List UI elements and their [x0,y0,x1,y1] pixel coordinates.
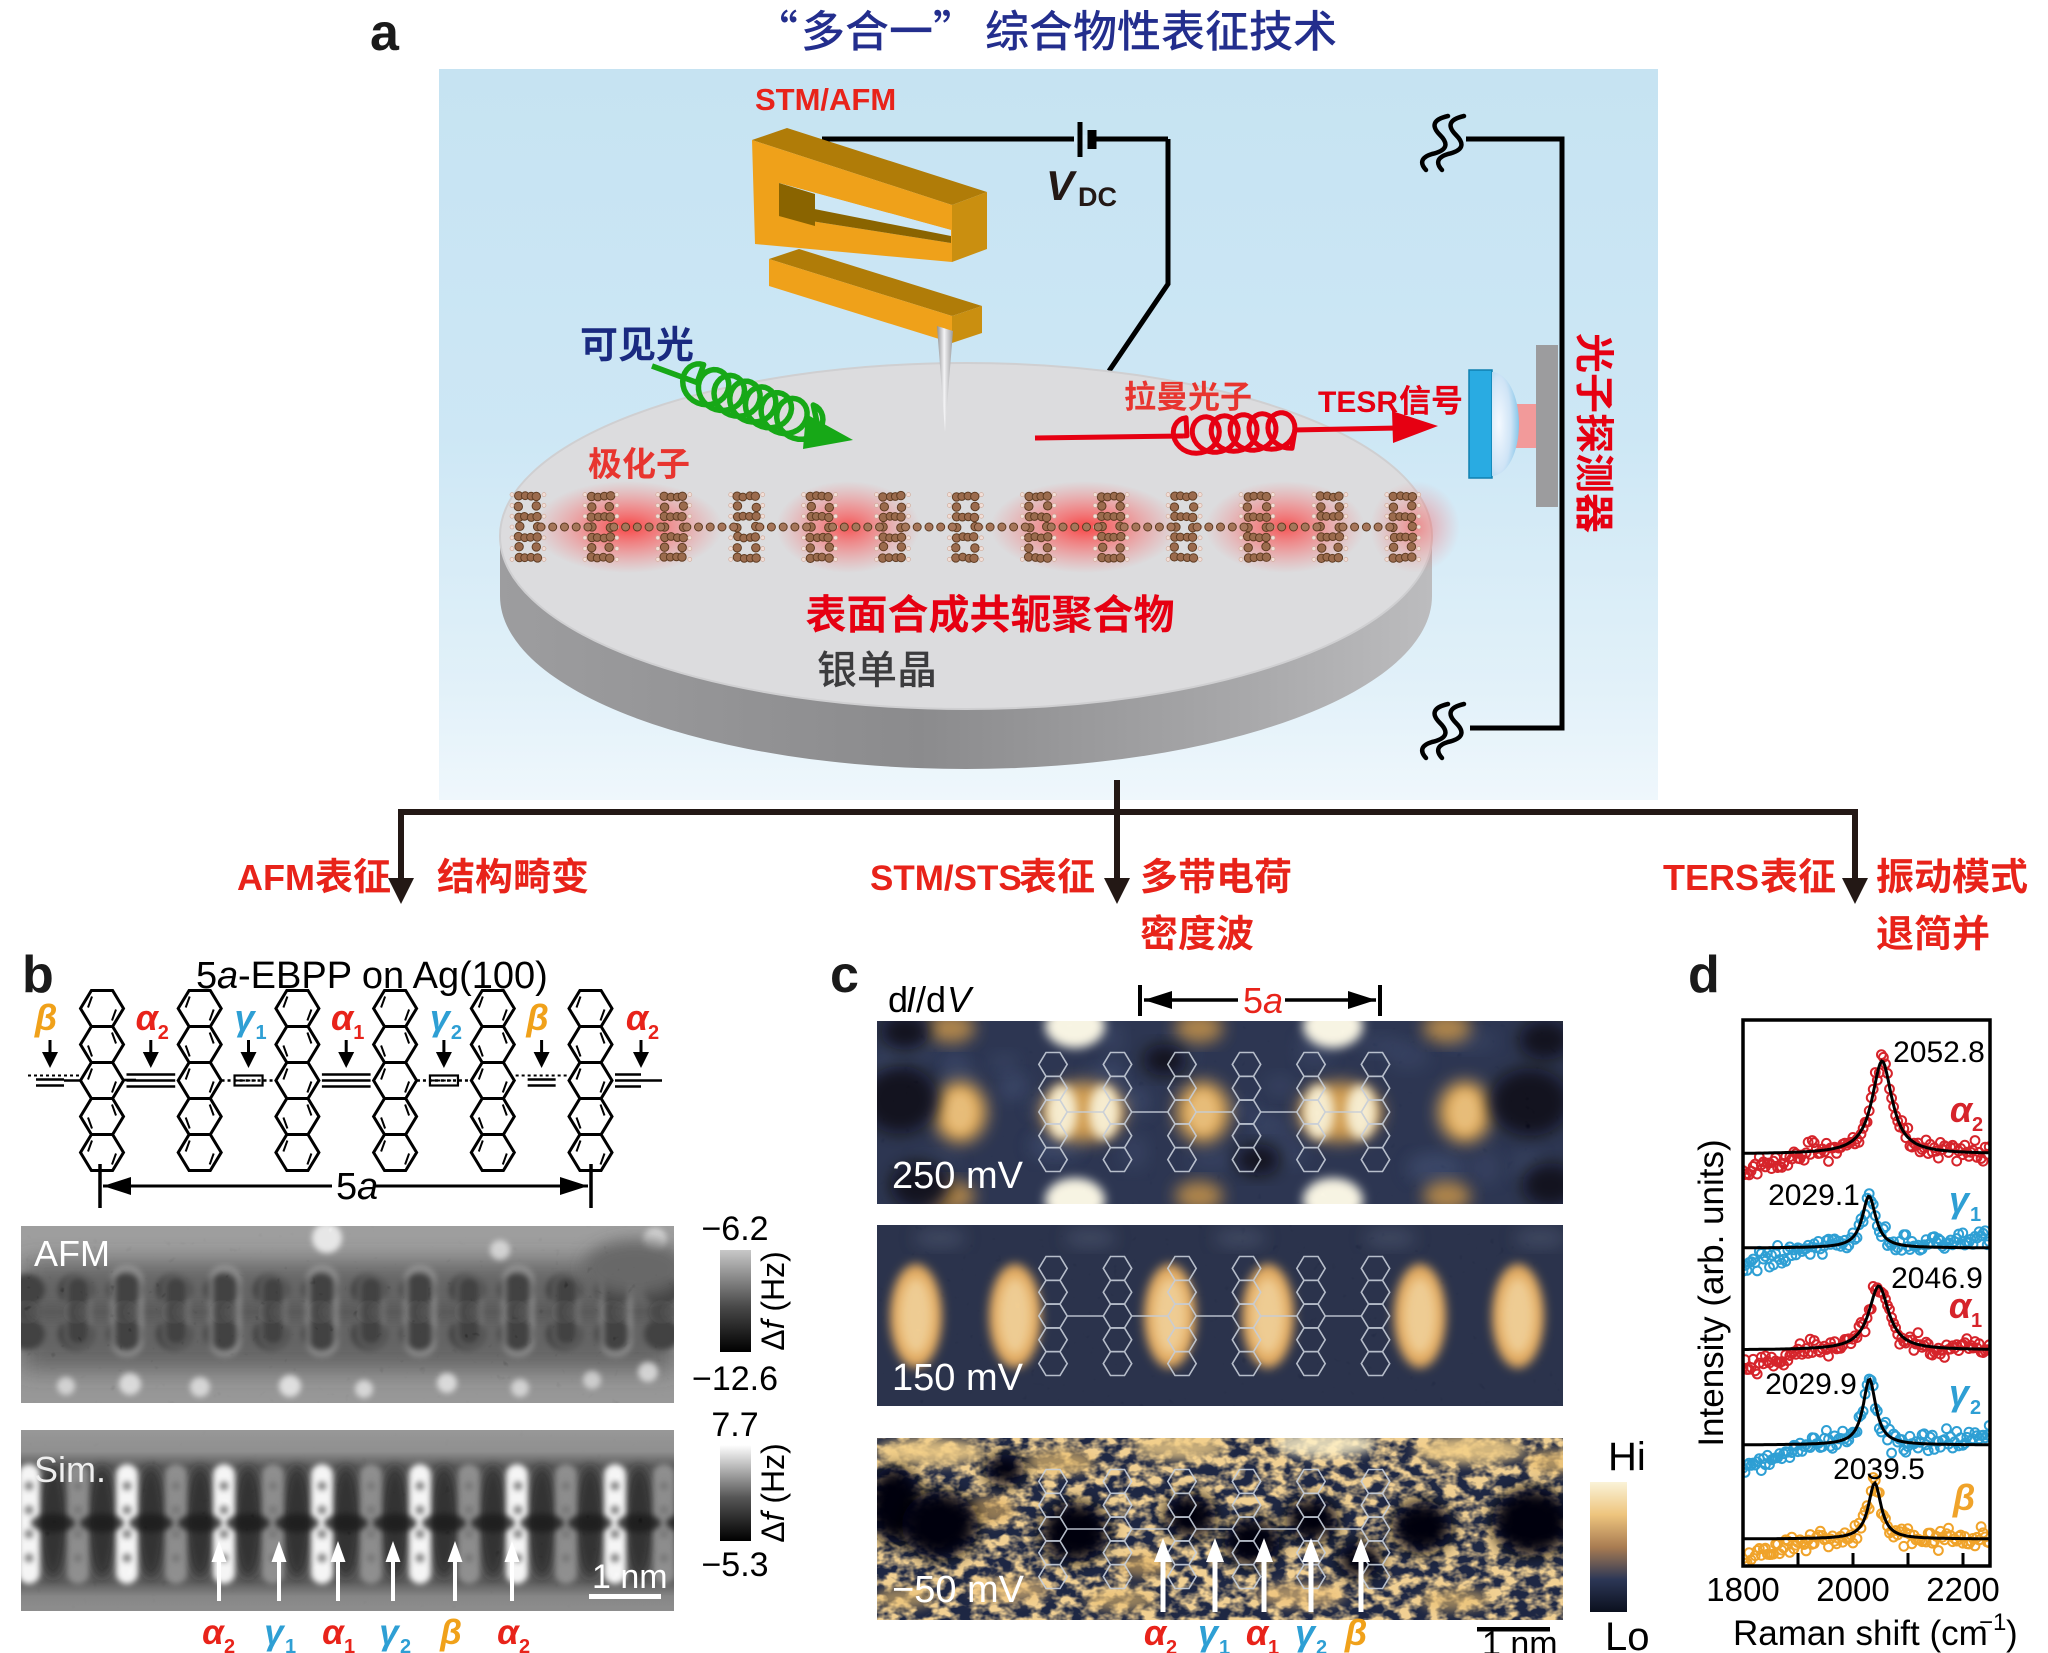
svg-text:5: 5 [1243,980,1263,1021]
svg-text:2: 2 [1316,1637,1327,1653]
svg-text:2: 2 [158,1022,169,1044]
svg-text:Δf (Hz): Δf (Hz) [755,1251,791,1351]
svg-text:β: β [439,1613,462,1652]
svg-text:Raman shift (cm: Raman shift (cm [1733,1614,1988,1653]
svg-text:d: d [888,979,908,1020]
svg-text:250 mV: 250 mV [892,1155,1024,1197]
svg-text:1800: 1800 [1706,1571,1779,1608]
svg-text:2039.5: 2039.5 [1833,1453,1925,1486]
svg-text:2029.1: 2029.1 [1768,1179,1860,1212]
svg-text:−5.3: −5.3 [701,1546,768,1584]
svg-text:2000: 2000 [1816,1571,1889,1608]
svg-text:5: 5 [196,955,217,997]
svg-text:DC: DC [1078,182,1117,212]
svg-text:TESR: TESR [1318,386,1398,419]
svg-text:d: d [1688,946,1720,1004]
svg-text:/d: /d [916,979,946,1020]
svg-text:1: 1 [256,1022,267,1044]
svg-text:1: 1 [353,1022,364,1044]
svg-text:γ: γ [1198,1612,1220,1653]
svg-text:γ: γ [379,1613,401,1652]
svg-text:Sim.: Sim. [34,1449,106,1490]
svg-text:γ: γ [264,1613,286,1652]
svg-text:2046.9: 2046.9 [1891,1262,1983,1295]
svg-text:α: α [202,1613,225,1652]
svg-text:1: 1 [1971,1310,1982,1332]
svg-text:α: α [626,997,650,1038]
svg-text:2: 2 [1972,1114,1983,1136]
svg-text:1: 1 [344,1636,355,1653]
svg-text:−6.2: −6.2 [701,1210,768,1248]
svg-text:a: a [217,955,238,997]
svg-text:α: α [1246,1612,1270,1653]
svg-text:1 nm: 1 nm [592,1558,668,1596]
svg-text:b: b [22,946,54,1004]
svg-text:β: β [1952,1477,1975,1518]
svg-text:STM/STS: STM/STS [870,859,1022,898]
svg-text:2200: 2200 [1926,1571,1999,1608]
svg-text:−50 mV: −50 mV [892,1569,1025,1611]
svg-text:1: 1 [285,1636,296,1653]
svg-text:γ: γ [234,997,256,1038]
svg-text:β: β [1344,1612,1367,1653]
svg-text:2: 2 [1970,1397,1981,1419]
svg-text:150 mV: 150 mV [892,1357,1024,1399]
svg-text:1: 1 [1970,1204,1981,1226]
svg-text:2029.9: 2029.9 [1765,1368,1857,1401]
svg-text:2052.8: 2052.8 [1893,1036,1985,1069]
svg-text:a: a [1263,980,1283,1021]
svg-text:α: α [1949,1285,1973,1326]
svg-text:5: 5 [336,1166,357,1208]
svg-text:a: a [357,1166,378,1208]
svg-text:2: 2 [451,1022,462,1044]
svg-text:I: I [906,979,916,1020]
svg-text:a: a [370,4,400,62]
svg-text:AFM: AFM [237,857,315,898]
svg-text:α: α [136,997,160,1038]
svg-text:β: β [34,997,57,1038]
svg-text:AFM: AFM [34,1233,110,1274]
svg-text:α: α [331,997,355,1038]
svg-text:TERS: TERS [1663,857,1759,898]
svg-text:γ: γ [430,997,452,1038]
svg-text:2: 2 [224,1636,235,1653]
svg-text:α: α [1144,1612,1168,1653]
svg-text:γ: γ [1949,1179,1971,1220]
svg-text:1: 1 [1219,1637,1230,1653]
svg-text:1 nm: 1 nm [1482,1625,1558,1653]
svg-text:−1: −1 [1979,1609,2006,1636]
svg-text:α: α [322,1613,345,1652]
svg-text:2: 2 [1166,1637,1177,1653]
svg-text:α: α [497,1613,520,1652]
svg-text:α: α [1950,1089,1974,1130]
svg-text:1: 1 [1268,1637,1279,1653]
svg-text:Δf (Hz): Δf (Hz) [755,1443,791,1543]
svg-text:V: V [947,979,974,1020]
svg-text:Intensity (arb. units): Intensity (arb. units) [1692,1139,1731,1446]
svg-text:Lo: Lo [1605,1615,1650,1653]
svg-text:2: 2 [648,1022,659,1044]
svg-text:): ) [2006,1614,2018,1653]
svg-text:β: β [525,997,548,1038]
svg-text:γ: γ [1295,1612,1317,1653]
svg-text:7.7: 7.7 [711,1406,758,1444]
svg-text:V: V [1046,162,1077,209]
svg-text:−12.6: −12.6 [692,1360,778,1398]
svg-text:γ: γ [1949,1372,1971,1413]
svg-text:2: 2 [519,1636,530,1653]
svg-text:Hi: Hi [1608,1435,1646,1479]
svg-text:STM/AFM: STM/AFM [755,82,896,117]
svg-text:2: 2 [400,1636,411,1653]
svg-text:c: c [830,946,859,1004]
